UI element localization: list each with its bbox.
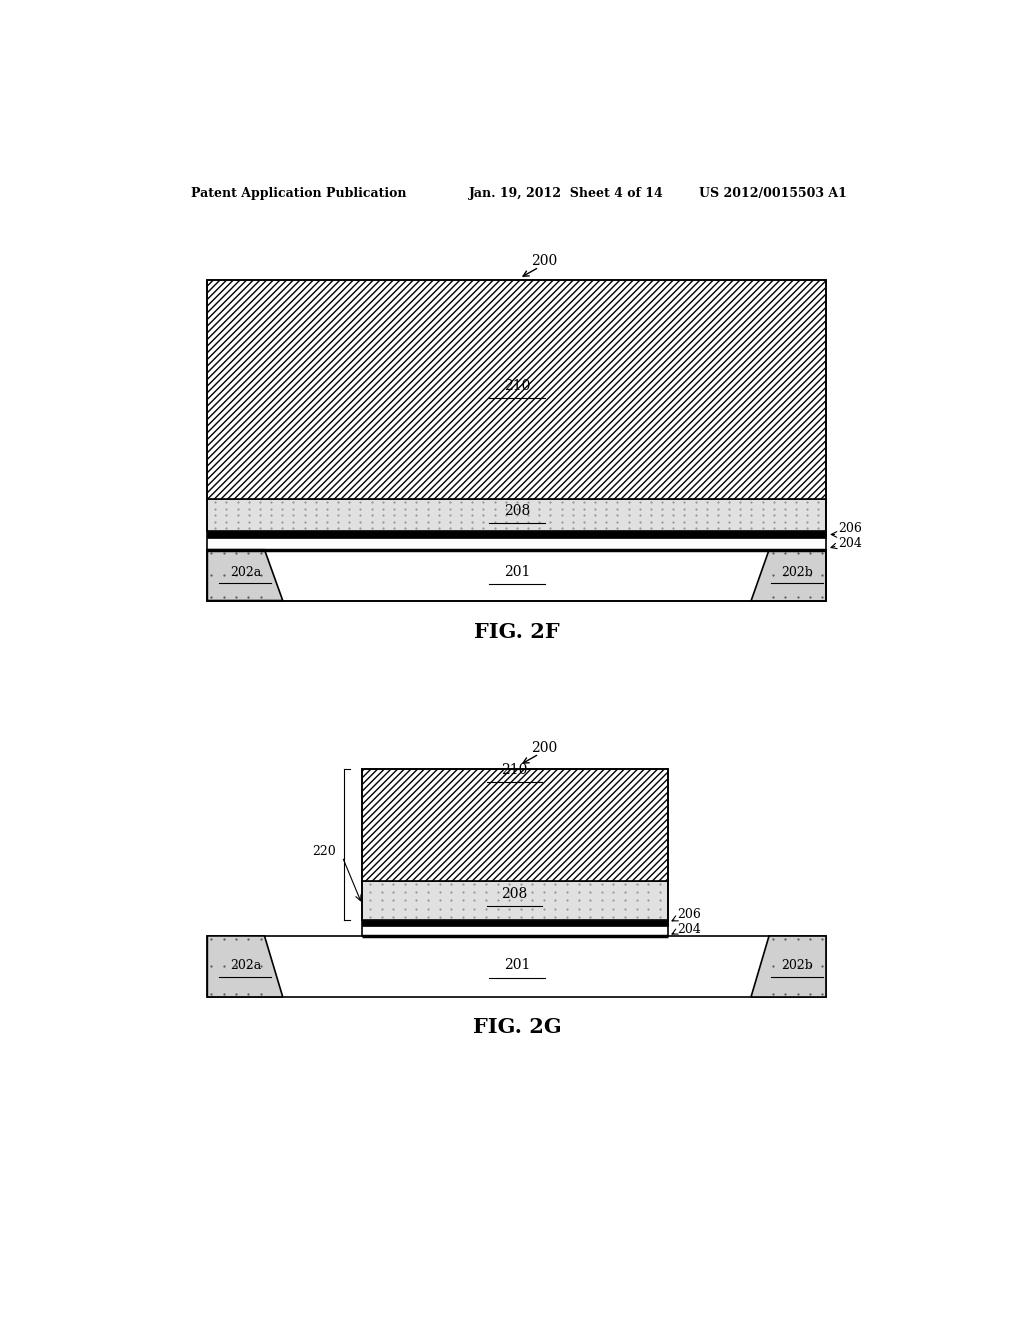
Bar [207,280,826,499]
Text: 201: 201 [504,565,530,579]
Text: US 2012/0015503 A1: US 2012/0015503 A1 [699,187,847,201]
Text: FIG. 2F: FIG. 2F [474,622,560,642]
Text: 202b: 202b [781,566,813,579]
Text: 200: 200 [531,255,558,268]
Text: 210: 210 [502,763,527,777]
Text: 208: 208 [504,504,530,519]
Text: 202a: 202a [229,960,261,973]
Bar [362,770,668,936]
Text: Jan. 19, 2012  Sheet 4 of 14: Jan. 19, 2012 Sheet 4 of 14 [469,187,664,201]
Polygon shape [751,936,826,997]
Text: 204: 204 [677,923,701,936]
Text: 206: 206 [677,908,701,920]
Bar [207,936,826,997]
Bar [207,280,826,601]
Bar [362,920,668,925]
Polygon shape [207,936,283,997]
Polygon shape [207,549,283,601]
Text: 204: 204 [839,537,862,549]
Polygon shape [751,549,826,601]
Bar [207,549,826,601]
Bar [207,499,826,532]
Text: 220: 220 [312,845,336,858]
Text: 200: 200 [531,741,558,755]
Text: 201: 201 [504,958,530,973]
Text: FIG. 2G: FIG. 2G [472,1016,561,1036]
Text: 202b: 202b [781,960,813,973]
Text: 206: 206 [839,523,862,536]
Bar [362,770,668,880]
Text: 208: 208 [502,887,527,902]
Text: 202a: 202a [229,566,261,579]
Bar [207,532,826,537]
Text: Patent Application Publication: Patent Application Publication [191,187,407,201]
Bar [362,880,668,920]
Text: 210: 210 [504,379,530,393]
